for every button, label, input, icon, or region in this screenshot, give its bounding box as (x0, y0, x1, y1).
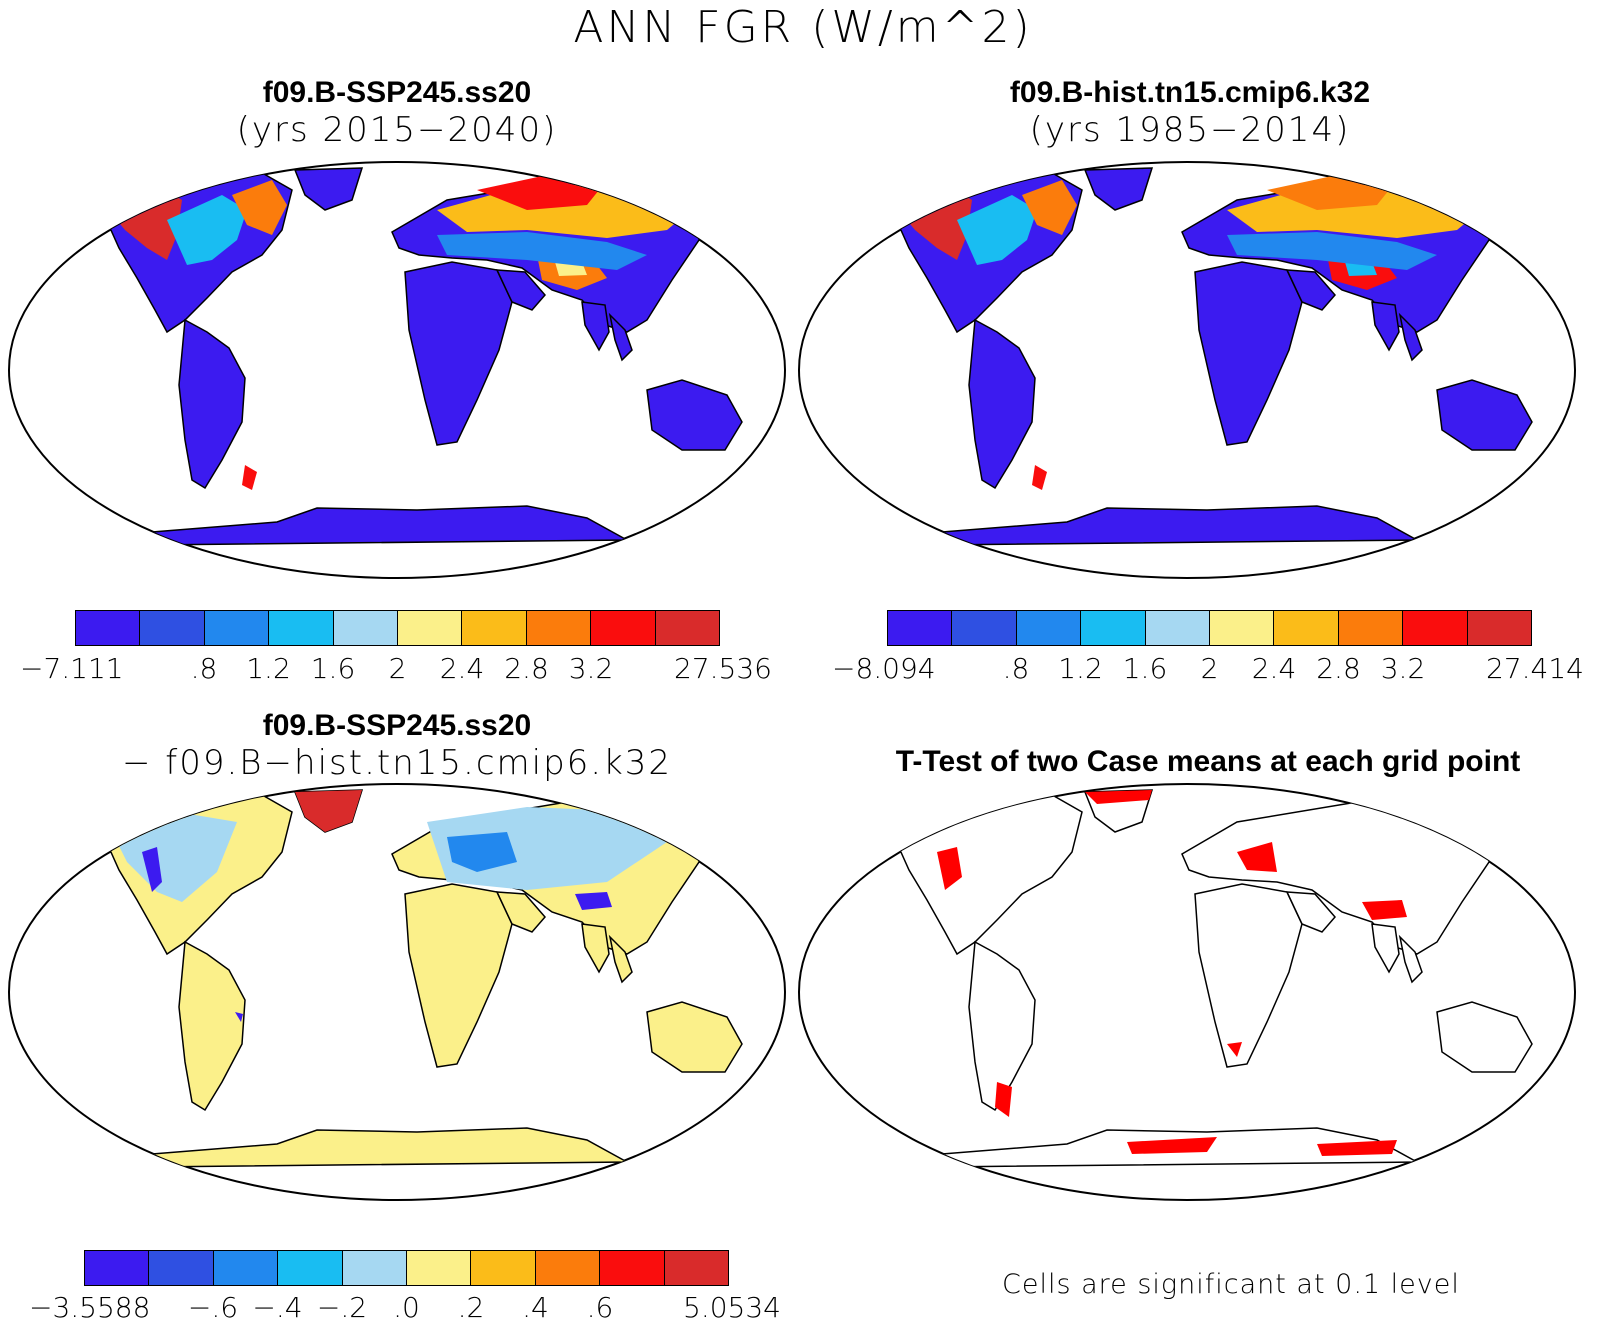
patagonia-flux (1032, 465, 1047, 490)
colorbar-case2-labels: −8.094 .8 1.2 1.6 2 2.4 2.8 3.2 27.414 (832, 652, 1584, 686)
colorbar-box (526, 611, 592, 645)
colorbar-box (471, 1251, 536, 1285)
case2-years: (yrs 1985−2014) (1029, 110, 1351, 150)
colorbar-label: −7.111 (20, 652, 124, 685)
panel-title-diff: f09.B-SSP245.ss20 − f09.B−hist.tn15.cmip… (7, 708, 787, 782)
colorbar-box (535, 1251, 601, 1285)
south-america-spot-diff (235, 1012, 243, 1022)
colorbar-label: −.2 (316, 1291, 368, 1324)
colorbar-label: 2 (1200, 652, 1219, 685)
colorbar-box (952, 611, 1017, 645)
figure-title: ANN FGR (W/m^2) (573, 2, 1033, 53)
colorbar-box (398, 611, 463, 645)
colorbar-box (140, 611, 205, 645)
significant-cells (937, 790, 1407, 1156)
colorbar-box (1403, 611, 1468, 645)
colorbar-box (149, 1251, 214, 1285)
colorbar-label: −8.094 (832, 652, 936, 685)
colorbar-box (1467, 611, 1532, 645)
colorbar-box (664, 1251, 729, 1285)
colorbar-label: 1.2 (1058, 652, 1103, 685)
map-diff (8, 783, 786, 1201)
colorbar-box (462, 611, 527, 645)
colorbar-box (407, 1251, 472, 1285)
patagonia-flux (242, 465, 257, 490)
colorbar-box (1338, 611, 1404, 645)
colorbar-label: 5.0534 (683, 1291, 781, 1324)
colorbar-box (591, 611, 656, 645)
ttest-title: T-Test of two Case means at each grid po… (895, 745, 1521, 778)
diff-subtitle: − f09.B−hist.tn15.cmip6.k32 (121, 743, 673, 783)
map-ttest (798, 783, 1576, 1201)
greenland-diff (295, 790, 362, 832)
colorbar-box (85, 1251, 150, 1285)
colorbar-box (278, 1251, 343, 1285)
colorbar-case1 (75, 610, 720, 646)
colorbar-label: .0 (393, 1291, 420, 1324)
tibet-negative-diff (575, 892, 612, 910)
map-case2 (798, 161, 1576, 579)
colorbar-box (213, 1251, 279, 1285)
colorbar-label: .8 (1002, 652, 1030, 685)
colorbar-label: 1.6 (310, 652, 356, 685)
panel-title-case1: f09.B-SSP245.ss20 (yrs 2015−2040) (7, 75, 787, 149)
eurasia-mid-flux (1227, 232, 1437, 270)
colorbar-case2 (887, 610, 1532, 646)
colorbar-label: 3.2 (568, 652, 614, 685)
colorbar-label: 27.536 (674, 652, 772, 685)
colorbar-label: 2.4 (439, 652, 485, 685)
nw-america-negative-diff (142, 847, 162, 892)
colorbar-box (888, 611, 953, 645)
colorbar-label: .4 (522, 1291, 549, 1324)
colorbar-label: −.4 (252, 1291, 303, 1324)
colorbar-box (600, 1251, 665, 1285)
colorbar-box (655, 611, 720, 645)
colorbar-label: 27.414 (1486, 652, 1584, 685)
colorbar-box (269, 611, 334, 645)
colorbar-label: 2.8 (504, 652, 549, 685)
europe-negative-diff (447, 832, 517, 872)
case1-years: (yrs 2015−2040) (236, 110, 558, 150)
colorbar-diff (84, 1250, 729, 1286)
colorbar-label: −3.5588 (29, 1291, 151, 1324)
colorbar-label: 2.8 (1316, 652, 1361, 685)
colorbar-case1-labels: −7.111 .8 1.2 1.6 2 2.4 2.8 3.2 27.536 (20, 652, 772, 686)
colorbar-box (1016, 611, 1082, 645)
colorbar-label: .6 (586, 1291, 614, 1324)
colorbar-box (1081, 611, 1146, 645)
panel-title-case2: f09.B-hist.tn15.cmip6.k32 (yrs 1985−2014… (800, 75, 1580, 149)
colorbar-label: −.6 (187, 1291, 239, 1324)
map-case1 (8, 161, 786, 579)
case1-name: f09.B-SSP245.ss20 (262, 76, 532, 109)
diff-case-name: f09.B-SSP245.ss20 (262, 709, 532, 742)
north-america-mid-flux (957, 195, 1037, 265)
eurasia-mid-flux (437, 232, 647, 270)
north-america-mid-flux (167, 195, 247, 265)
colorbar-box (333, 611, 399, 645)
colorbar-diff-labels: −3.5588 −.6 −.4 −.2 .0 .2 .4 .6 5.0534 (29, 1291, 781, 1325)
colorbar-label: .2 (457, 1291, 485, 1324)
colorbar-label: 1.2 (246, 652, 291, 685)
ttest-footnote: Cells are significant at 0.1 level (1002, 1269, 1460, 1300)
case2-name: f09.B-hist.tn15.cmip6.k32 (1009, 76, 1371, 109)
colorbar-box (1210, 611, 1275, 645)
colorbar-box (1145, 611, 1211, 645)
colorbar-box (1274, 611, 1339, 645)
canada-east-flux (232, 180, 287, 235)
colorbar-label: 1.6 (1122, 652, 1168, 685)
colorbar-label: 2.4 (1251, 652, 1297, 685)
colorbar-label: 2 (388, 652, 407, 685)
colorbar-label: .8 (190, 652, 218, 685)
colorbar-box (342, 1251, 408, 1285)
colorbar-box (76, 611, 141, 645)
colorbar-label: 3.2 (1380, 652, 1426, 685)
colorbar-box (204, 611, 270, 645)
canada-east-flux (1022, 180, 1077, 235)
panel-title-ttest: T-Test of two Case means at each grid po… (818, 744, 1598, 780)
